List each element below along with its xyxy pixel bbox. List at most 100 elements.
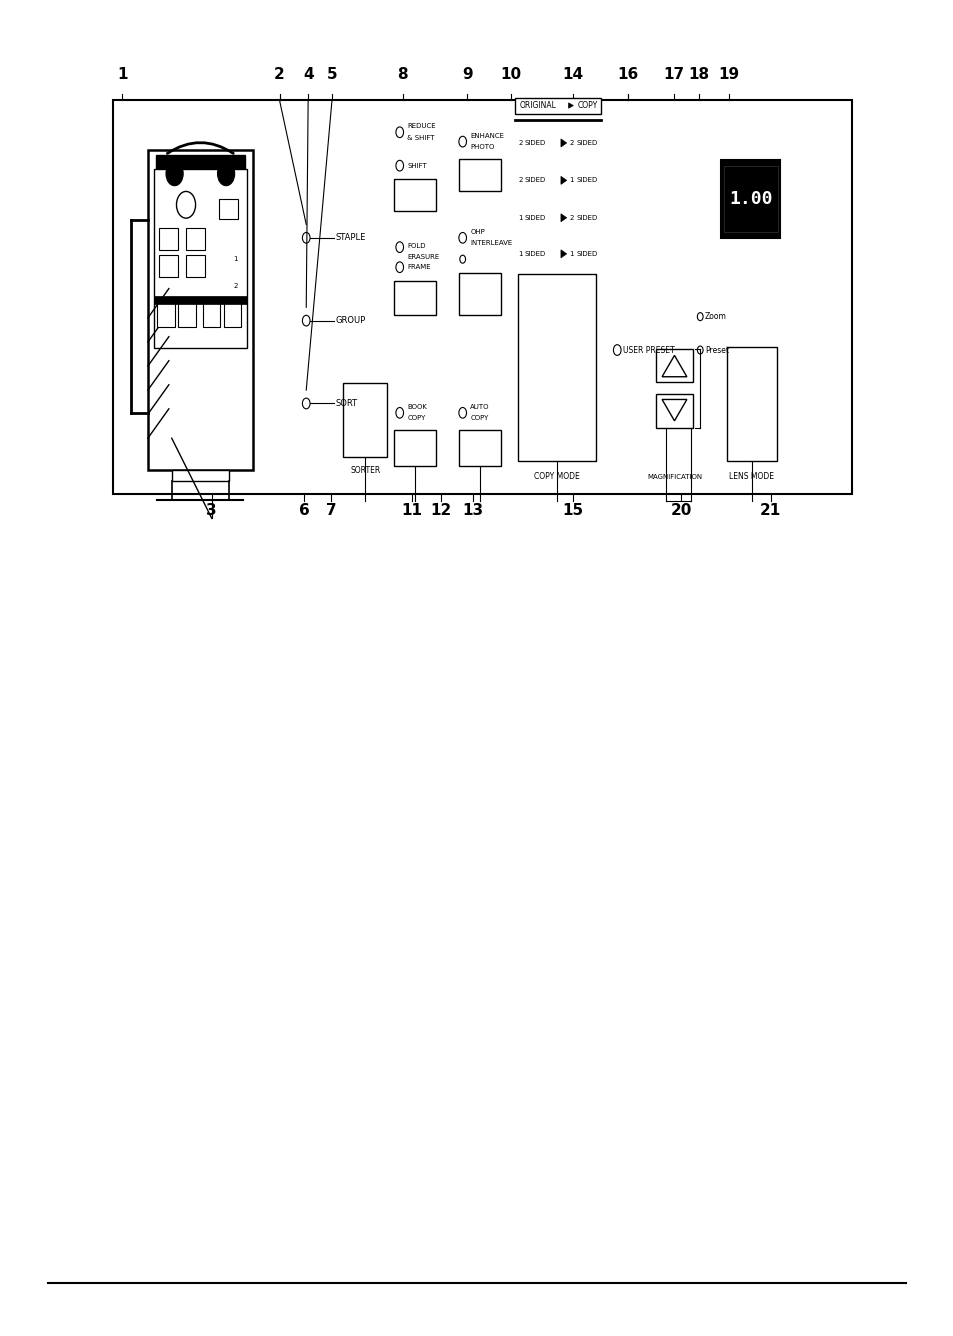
Text: AUTO: AUTO	[470, 405, 489, 410]
Text: OHP: OHP	[470, 230, 484, 235]
Text: COPY: COPY	[470, 415, 488, 421]
Text: 1: 1	[569, 178, 574, 183]
Text: & SHIFT: & SHIFT	[407, 135, 435, 140]
Bar	[720, 160, 780, 238]
Text: 16: 16	[617, 67, 638, 83]
Text: SIDED: SIDED	[524, 215, 545, 220]
Text: 4: 4	[302, 67, 314, 83]
Bar	[656, 349, 692, 382]
Text: SORTER: SORTER	[350, 466, 380, 474]
Text: 2: 2	[233, 283, 237, 289]
Text: 2: 2	[517, 140, 522, 146]
Bar	[458, 159, 500, 191]
Text: SIDED: SIDED	[576, 251, 597, 257]
Text: BOOK: BOOK	[407, 405, 427, 410]
Text: SIDED: SIDED	[524, 251, 545, 257]
Bar	[186, 255, 205, 277]
Text: SIDED: SIDED	[576, 178, 597, 183]
Bar	[394, 430, 436, 466]
Text: 21: 21	[760, 502, 781, 518]
Polygon shape	[560, 139, 566, 147]
Text: ERASURE: ERASURE	[407, 254, 439, 259]
Bar	[112, 100, 851, 494]
Text: 10: 10	[500, 67, 521, 83]
Text: 11: 11	[401, 502, 422, 518]
Text: 20: 20	[670, 502, 691, 518]
Bar	[458, 430, 500, 466]
Text: 1: 1	[517, 215, 522, 220]
Bar	[153, 295, 247, 303]
Text: 19: 19	[718, 67, 739, 83]
Text: FRAME: FRAME	[407, 265, 431, 270]
Bar	[458, 273, 500, 315]
Text: 17: 17	[662, 67, 683, 83]
Text: 2: 2	[517, 178, 522, 183]
Circle shape	[166, 162, 183, 186]
Circle shape	[217, 162, 234, 186]
Bar	[159, 228, 178, 250]
Bar	[153, 168, 247, 349]
Bar	[515, 98, 600, 114]
Bar	[157, 298, 174, 327]
Text: 6: 6	[298, 502, 310, 518]
Polygon shape	[568, 103, 573, 108]
Text: 9: 9	[461, 67, 473, 83]
Bar	[159, 255, 178, 277]
Text: MAGNIFICATION: MAGNIFICATION	[646, 474, 701, 480]
Polygon shape	[560, 250, 566, 258]
Text: 8: 8	[396, 67, 408, 83]
Text: SIDED: SIDED	[524, 140, 545, 146]
Text: Preset: Preset	[704, 346, 728, 354]
Text: 12: 12	[430, 502, 451, 518]
Bar	[155, 155, 245, 192]
Text: SIDED: SIDED	[576, 140, 597, 146]
Bar	[726, 347, 776, 461]
Text: SIDED: SIDED	[576, 215, 597, 220]
Text: 1: 1	[116, 67, 128, 83]
Bar	[394, 281, 436, 315]
Bar	[148, 150, 253, 470]
Text: 13: 13	[462, 502, 483, 518]
Polygon shape	[560, 176, 566, 184]
Text: FOLD: FOLD	[407, 243, 425, 248]
Bar	[656, 394, 692, 428]
Bar	[219, 199, 238, 219]
Bar	[517, 274, 596, 461]
Text: Zoom: Zoom	[704, 313, 726, 321]
Text: ORIGINAL: ORIGINAL	[519, 102, 557, 110]
Text: SHIFT: SHIFT	[407, 163, 427, 168]
Text: 2: 2	[274, 67, 285, 83]
Polygon shape	[560, 214, 566, 222]
Bar	[394, 179, 436, 211]
Text: 7: 7	[325, 502, 336, 518]
Text: COPY MODE: COPY MODE	[534, 473, 579, 481]
Text: 2: 2	[569, 215, 574, 220]
Text: USER PRESET: USER PRESET	[622, 346, 674, 354]
Bar	[203, 298, 220, 327]
Bar	[224, 298, 241, 327]
Text: LENS MODE: LENS MODE	[728, 473, 774, 481]
Text: PHOTO: PHOTO	[470, 144, 495, 150]
Bar	[178, 298, 195, 327]
Text: COPY: COPY	[407, 415, 425, 421]
Bar	[186, 228, 205, 250]
Text: 18: 18	[688, 67, 709, 83]
Text: 14: 14	[562, 67, 583, 83]
Text: 3: 3	[206, 502, 217, 518]
Bar	[343, 383, 387, 457]
Text: SORT: SORT	[335, 399, 357, 407]
Text: 1: 1	[569, 251, 574, 257]
Text: SIDED: SIDED	[524, 178, 545, 183]
Bar	[172, 470, 229, 481]
Text: GROUP: GROUP	[335, 317, 366, 325]
Text: STAPLE: STAPLE	[335, 234, 366, 242]
Text: 2: 2	[569, 140, 574, 146]
Text: ENHANCE: ENHANCE	[470, 134, 504, 139]
Text: 1: 1	[517, 251, 522, 257]
Text: 15: 15	[562, 502, 583, 518]
Text: 5: 5	[326, 67, 337, 83]
Bar	[723, 166, 777, 232]
Text: INTERLEAVE: INTERLEAVE	[470, 240, 512, 246]
Text: 1.00: 1.00	[728, 190, 772, 208]
Text: COPY: COPY	[577, 102, 597, 110]
